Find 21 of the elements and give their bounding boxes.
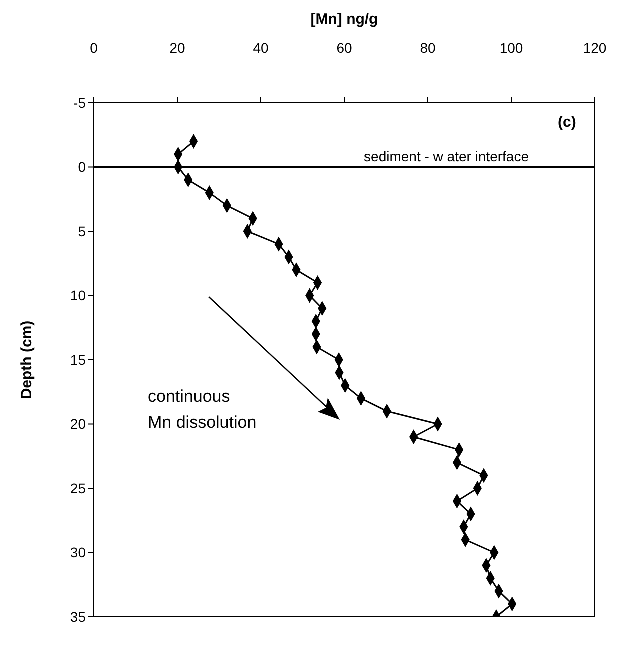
y-tick-label: 15 [70,352,86,368]
x-tick-label: 40 [253,40,269,56]
y-tick-label: -5 [74,94,86,111]
x-tick-label: 80 [420,40,436,56]
ref-line-label: sediment - w ater interface [364,148,530,164]
x-axis-title: [Mn] ng/g [310,11,378,28]
y-tick-label: 20 [70,416,86,432]
annotation: (c) [558,114,576,131]
y-tick-label: 0 [78,159,86,176]
y-tick-label: 10 [70,288,86,304]
x-tick-label: 20 [170,40,186,56]
x-tick-label: 60 [336,40,352,56]
annotation: continuous Mn dissolution [148,386,257,434]
y-tick-label: 25 [70,480,86,496]
x-tick-label: 100 [500,40,524,56]
y-tick-label: 35 [70,608,86,625]
y-axis-title: Depth (cm) [18,320,36,400]
x-tick-label: 120 [583,40,607,56]
y-tick-label: 30 [70,544,86,561]
x-tick-label: 0 [90,40,98,56]
y-tick-label: 5 [78,223,86,240]
